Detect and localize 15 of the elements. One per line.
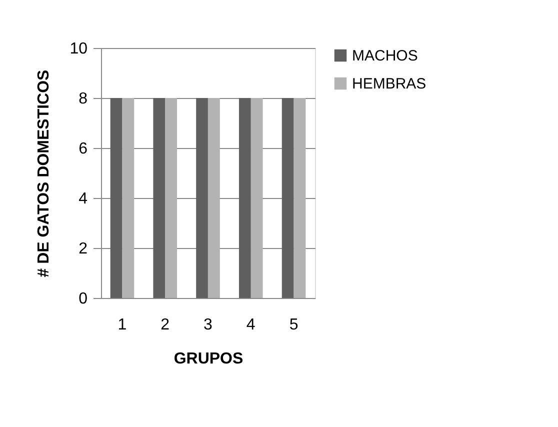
y-tick-label: 10	[70, 40, 88, 58]
y-tick-label: 0	[78, 290, 88, 308]
x-tick-label: 2	[160, 316, 170, 334]
y-tick-label: 2	[78, 240, 88, 258]
y-tick-label: 8	[78, 90, 88, 108]
y-axis-title: # DE GATOS DOMESTICOS	[36, 69, 53, 278]
y-tick-label: 4	[78, 190, 88, 208]
x-tick-label: 5	[289, 316, 298, 334]
x-axis-title: GRUPOS	[174, 350, 244, 368]
x-tick-label: 4	[246, 316, 256, 334]
y-tick-label: 6	[78, 140, 88, 158]
x-tick-label: 1	[118, 316, 127, 334]
x-tick-label: 3	[204, 316, 213, 334]
legend-label: HEMBRAS	[352, 76, 426, 92]
legend-label: MACHOS	[352, 48, 418, 64]
